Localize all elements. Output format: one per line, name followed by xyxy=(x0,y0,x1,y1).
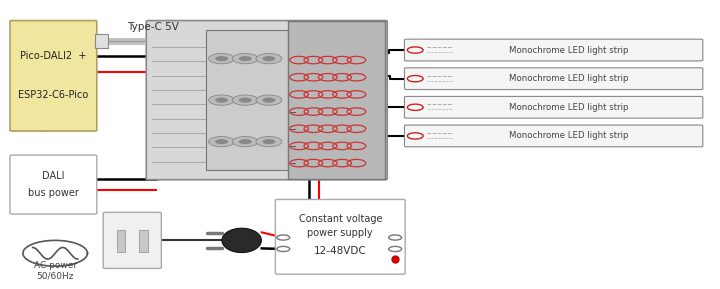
Circle shape xyxy=(215,139,228,144)
Text: Monochrome LED light strip: Monochrome LED light strip xyxy=(508,131,628,140)
FancyBboxPatch shape xyxy=(103,212,161,268)
Text: Constant voltage: Constant voltage xyxy=(299,214,382,224)
Bar xyxy=(140,230,148,252)
FancyBboxPatch shape xyxy=(405,125,703,147)
FancyBboxPatch shape xyxy=(405,68,703,90)
Text: ESP32-C6-Pico: ESP32-C6-Pico xyxy=(18,90,89,100)
Bar xyxy=(206,30,288,170)
Circle shape xyxy=(215,98,228,103)
Circle shape xyxy=(256,95,282,105)
Circle shape xyxy=(256,136,282,147)
Text: power supply: power supply xyxy=(307,228,373,238)
FancyBboxPatch shape xyxy=(10,21,96,131)
FancyBboxPatch shape xyxy=(10,155,96,214)
Circle shape xyxy=(263,56,275,61)
Text: Pico-DALI2  +: Pico-DALI2 + xyxy=(20,51,86,61)
Circle shape xyxy=(233,95,258,105)
Circle shape xyxy=(209,95,235,105)
Text: Monochrome LED light strip: Monochrome LED light strip xyxy=(508,103,628,112)
FancyBboxPatch shape xyxy=(405,39,703,61)
Text: Monochrome LED light strip: Monochrome LED light strip xyxy=(508,74,628,83)
Circle shape xyxy=(215,56,228,61)
Circle shape xyxy=(239,98,252,103)
Bar xyxy=(288,21,385,179)
Bar xyxy=(117,230,125,252)
Text: Type-C 5V: Type-C 5V xyxy=(127,22,179,32)
Text: AC power
50/60Hz: AC power 50/60Hz xyxy=(34,261,77,280)
Circle shape xyxy=(256,53,282,64)
Circle shape xyxy=(263,139,275,144)
Circle shape xyxy=(263,98,275,103)
Circle shape xyxy=(239,56,252,61)
Ellipse shape xyxy=(222,228,261,253)
FancyBboxPatch shape xyxy=(275,199,405,274)
Text: bus power: bus power xyxy=(28,188,78,198)
Circle shape xyxy=(239,139,252,144)
FancyBboxPatch shape xyxy=(405,97,703,118)
Text: 12-48VDC: 12-48VDC xyxy=(314,247,366,256)
Circle shape xyxy=(209,136,235,147)
Text: DALI: DALI xyxy=(42,171,65,181)
Circle shape xyxy=(209,53,235,64)
Bar xyxy=(94,34,107,48)
FancyBboxPatch shape xyxy=(146,21,387,180)
Text: Monochrome LED light strip: Monochrome LED light strip xyxy=(508,46,628,55)
Circle shape xyxy=(233,53,258,64)
Circle shape xyxy=(233,136,258,147)
